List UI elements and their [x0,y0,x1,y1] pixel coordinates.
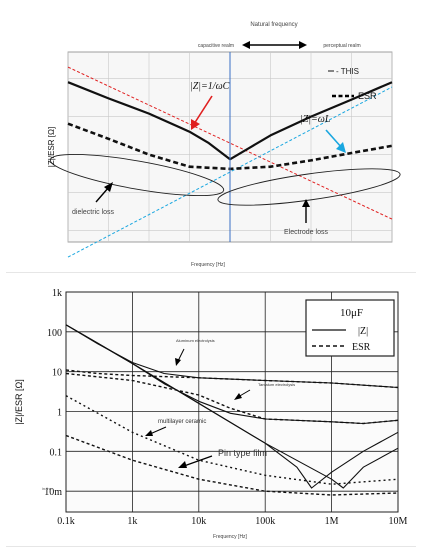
legend-capacitance-label: 10μF [340,307,363,319]
tantalum-electrolysis-label: Tantalum electrolysis [258,382,295,387]
corner-note: in the [42,486,53,491]
ceramic-esr-curve [65,395,399,485]
multilayer-ceramic-arrow [145,426,167,436]
top-y-axis-label: |Z|/ESR [Ω] [47,127,56,167]
capacitive-formula-arrow [191,95,213,130]
x-tick-label: 0.1k [57,516,75,527]
y-tick-label: 1k [52,288,62,299]
natural-frequency-label: Natural frequency [250,22,297,28]
top-x-axis-label: Frequency [Hz] [191,262,226,268]
dielectric-loss-arrow [95,182,113,203]
electrode-loss-label: Electrode loss [284,229,328,236]
pin-type-film-label: Pin type film [218,448,267,458]
aluminum-esr-curve [65,369,399,389]
x-tick-label: 1k [127,516,137,527]
top-legend: - THIS ESR [328,67,377,101]
multilayer-ceramic-label: multilayer ceramic [158,419,206,425]
y-tick-label: 10 [52,368,62,379]
legend-impedance-label: |Z| [358,326,368,337]
bottom-legend: 10μF |Z| ESR [305,299,395,357]
y-tick-label: 100 [47,328,62,339]
y-tick-label: 1 [57,408,62,419]
legend-esr-label: ESR [352,342,371,353]
dielectric-loss-label: dielectric loss [72,209,115,216]
aluminum-electrolysis-arrow [175,348,185,366]
tantalum-electrolysis-arrow [234,389,251,400]
bottom-curves [65,324,399,496]
perceptual-realm-label: perceptual realm [323,43,360,49]
film-impedance-curve [65,324,399,489]
x-tick-label: 100k [255,516,275,527]
impedance-theory-svg: Natural frequency capacitive realm perce… [47,22,401,268]
y-tick-label: 0.1 [50,447,63,458]
legend-esr-label: ESR [358,91,377,101]
pin-type-film-arrow [178,455,213,468]
capacitive-realm-label: capacitive realm [198,43,234,49]
electrode-loss-region [217,168,401,206]
capacitor-impedance-chart: 0.1k 1k 10k 100k 1M 10M 1k 100 10 1 0.1 … [6,276,416,547]
realm-double-arrow [242,41,307,49]
x-tick-label: 1M [325,516,339,527]
y-tick-label: 10m [44,487,62,498]
inductive-formula-arrow [325,129,346,153]
dielectric-loss-region [49,153,225,197]
bottom-x-axis-label: Frequency [Hz] [213,534,248,540]
x-tick-label: 10k [191,516,206,527]
inductive-formula-label: |Z|=ωL [300,114,331,125]
capacitor-impedance-svg: 0.1k 1k 10k 100k 1M 10M 1k 100 10 1 0.1 … [14,288,408,540]
legend-this-label: - THIS [336,67,359,76]
x-tick-label: 10M [389,516,408,527]
impedance-theory-chart: Natural frequency capacitive realm perce… [6,4,416,273]
aluminum-electrolysis-label: Aluminum electrolysis [176,338,215,343]
electrode-loss-arrow [302,199,310,223]
capacitive-formula-label: |Z|=1/ωC [190,81,230,92]
bottom-y-axis-label: |Z|/ESR [Ω] [14,379,24,424]
tantalum-esr-curve [65,372,399,425]
